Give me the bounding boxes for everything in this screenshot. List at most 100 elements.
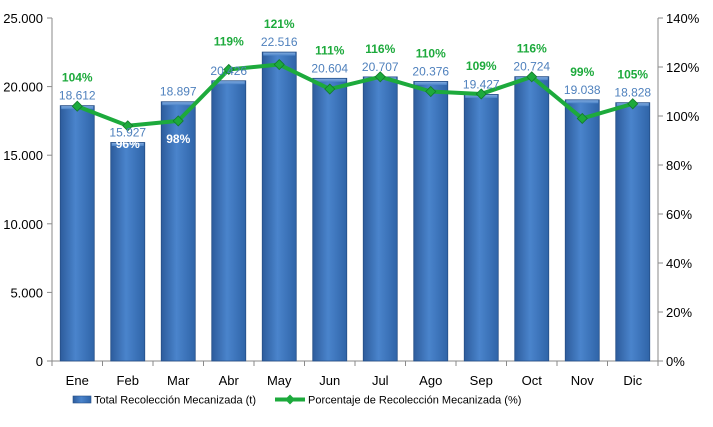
- bar-highlight: [566, 100, 599, 104]
- y-right-tick-label: 0%: [666, 354, 685, 369]
- pct-marker: [425, 85, 437, 98]
- pct-marker: [122, 120, 134, 132]
- bar-value-label: 18.828: [614, 86, 651, 100]
- pct-value-label: 109%: [466, 59, 497, 73]
- pct-value-label: 99%: [570, 65, 594, 79]
- bar-ago: [413, 81, 449, 362]
- x-tick-label: Jul: [372, 373, 389, 388]
- pct-line: [76, 62, 634, 128]
- bar-ene: [59, 105, 95, 362]
- y-left-tick-label: 20.000: [3, 80, 43, 95]
- y-right-tick-label: 80%: [666, 158, 692, 173]
- y-right-tick-label: 20%: [666, 305, 692, 320]
- bar: [160, 101, 196, 362]
- pct-value-label: 98%: [166, 132, 190, 146]
- x-tick-label: Ago: [419, 373, 442, 388]
- bar: [59, 105, 95, 362]
- bar: [615, 102, 651, 362]
- bar-value-label: 19.038: [564, 83, 601, 97]
- pct-marker: [223, 63, 235, 76]
- bar-value-label: 22.516: [261, 35, 298, 49]
- data-labels: 18.612 15.927 18.897 20.426 22.516 20.604 20.7…: [59, 17, 652, 151]
- pct-value-label: 105%: [617, 68, 648, 82]
- y-right-tick-label: 40%: [666, 256, 692, 271]
- bar-abr: [211, 80, 247, 362]
- bar-highlight: [313, 78, 346, 82]
- legend-swatch-bars: [72, 395, 92, 404]
- pct-value-label: 121%: [264, 17, 295, 31]
- pct-marker: [627, 98, 639, 110]
- y-left-tick-label: 0: [36, 354, 43, 369]
- bar-jul: [362, 76, 398, 362]
- axes: 0 5.000 10.000 15.000 20.000 25.000 0% 20% 40% 60…: [3, 11, 699, 388]
- bar: [312, 77, 348, 362]
- bar: [514, 76, 550, 362]
- bar-value-label: 20.604: [311, 61, 348, 75]
- legend: Total Recolección Mecanizada (t) Porcenta…: [72, 394, 521, 407]
- y-right-tick-label: 100%: [666, 109, 700, 124]
- bar-highlight: [162, 102, 195, 106]
- bar: [413, 81, 449, 362]
- bar-mar: [160, 101, 196, 362]
- x-tick-label: Ene: [66, 373, 89, 388]
- y-left-tick-label: 5.000: [10, 285, 43, 300]
- bar-highlight: [111, 142, 144, 146]
- y-right-tick-label: 140%: [666, 11, 700, 26]
- x-tick-label: Sep: [470, 373, 493, 388]
- bar-value-label: 20.426: [210, 64, 247, 78]
- y-right-tick-label: 60%: [666, 207, 692, 222]
- pct-value-label: 119%: [214, 34, 244, 48]
- pct-marker: [475, 88, 487, 100]
- legend-label-line: Porcentaje de Recolección Mecanizada (%): [308, 395, 521, 407]
- legend-item-line: Porcentaje de Recolección Mecanizada (%): [275, 394, 521, 407]
- x-tick-label: Abr: [219, 373, 240, 388]
- x-tick-label: Feb: [117, 373, 139, 388]
- pct-marker: [526, 71, 538, 83]
- bar-value-label: 20.707: [362, 60, 399, 74]
- bar-nov: [564, 99, 600, 362]
- legend-label-bars: Total Recolección Mecanizada (t): [94, 395, 256, 407]
- bar-may: [261, 51, 297, 362]
- bar: [463, 94, 499, 362]
- y-left-tick-label: 25.000: [3, 11, 43, 26]
- bar-highlight: [212, 81, 245, 85]
- bar-value-label: 19.427: [463, 77, 500, 91]
- bar-value-label: 15.927: [109, 125, 146, 139]
- bar-value-label: 20.376: [412, 64, 449, 78]
- y-right-tick-label: 120%: [666, 60, 700, 75]
- bar-sep: [463, 94, 499, 362]
- pct-value-label: 110%: [416, 46, 446, 60]
- bar-series: [59, 51, 651, 362]
- pct-marker: [374, 71, 386, 83]
- y-left-tick-label: 15.000: [3, 148, 43, 163]
- bar: [261, 51, 297, 362]
- bar-value-label: 18.897: [160, 85, 197, 99]
- bar-highlight: [414, 81, 447, 85]
- bar: [211, 80, 247, 362]
- pct-marker: [273, 58, 285, 71]
- bar-value-label: 18.612: [59, 89, 96, 103]
- x-tick-label: Nov: [571, 373, 595, 388]
- bar-value-label: 20.724: [513, 60, 550, 74]
- pct-value-label: 111%: [315, 43, 345, 57]
- bar: [564, 99, 600, 362]
- pct-marker: [576, 112, 588, 125]
- line-series: [71, 58, 639, 132]
- bar-oct: [514, 76, 550, 362]
- x-tick-label: Mar: [167, 373, 190, 388]
- pct-value-label: 96%: [116, 137, 140, 151]
- x-tick-label: Dic: [623, 373, 642, 388]
- x-tick-label: Oct: [522, 373, 543, 388]
- x-tick-label: Jun: [319, 373, 340, 388]
- bar-dic: [615, 102, 651, 362]
- pct-value-label: 116%: [365, 42, 395, 56]
- pct-value-label: 116%: [517, 42, 547, 56]
- bar-highlight: [263, 52, 296, 56]
- pct-marker: [172, 115, 184, 127]
- bar: [362, 76, 398, 362]
- bar-jun: [312, 77, 348, 362]
- x-tick-label: May: [267, 373, 292, 388]
- pct-marker: [324, 83, 336, 95]
- legend-item-bars: Total Recolección Mecanizada (t): [72, 395, 256, 407]
